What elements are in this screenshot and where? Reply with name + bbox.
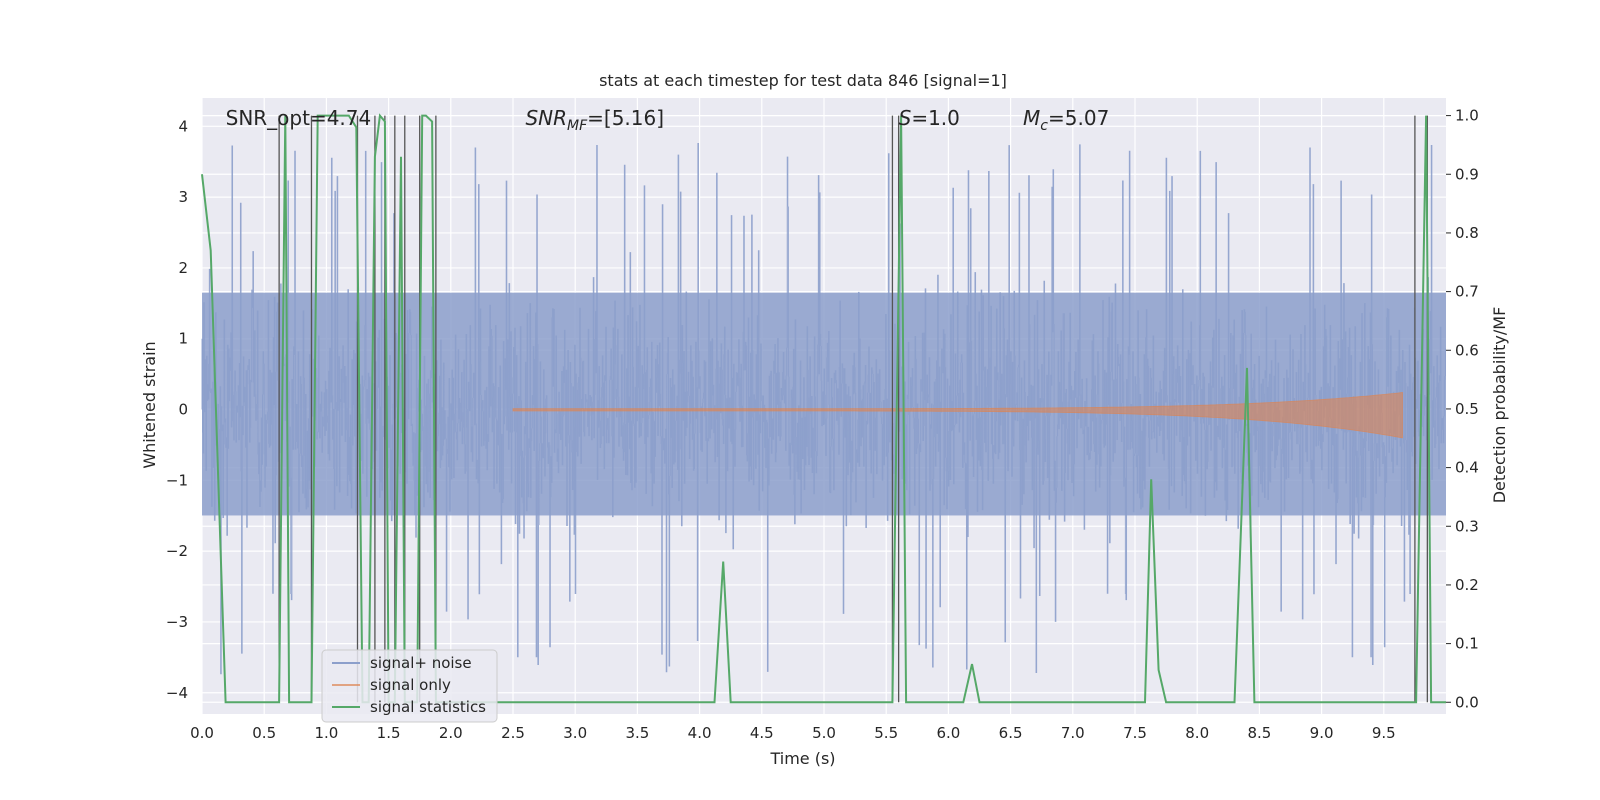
chart-title: stats at each timestep for test data 846… [599, 71, 1007, 90]
x-tick-label: 0.5 [252, 724, 276, 742]
y-left-tick-label: 0 [178, 401, 188, 419]
x-tick-label: 1.0 [314, 724, 338, 742]
y-right-tick-label: 0.6 [1455, 341, 1479, 359]
x-tick-label: 0.0 [190, 724, 214, 742]
legend-label-stats: signal statistics [370, 698, 486, 716]
x-tick-label: 1.5 [377, 724, 401, 742]
y-right-tick-label: 0.9 [1455, 165, 1479, 183]
x-tick-label: 3.0 [563, 724, 587, 742]
x-tick-label: 3.5 [625, 724, 649, 742]
x-tick-label: 4.0 [688, 724, 712, 742]
y-right-tick-label: 0.4 [1455, 459, 1479, 477]
trigger-marker-lines [278, 115, 1428, 703]
signal-only-series [512, 392, 1403, 439]
annotation-text: SNRMF=[5.16] [525, 106, 664, 134]
x-tick-label: 5.5 [874, 724, 898, 742]
y-left-tick-label: 1 [178, 330, 188, 348]
annotations: SNR_opt=4.74 SNRMF=[5.16] S=1.0 Mc=5.07 [226, 106, 1110, 134]
y-right-tick-label: 0.8 [1455, 224, 1479, 242]
y-right-tick-label: 0.7 [1455, 283, 1479, 301]
x-tick-label: 6.0 [936, 724, 960, 742]
x-tick-label: 4.5 [750, 724, 774, 742]
y-right-tick-label: 0.0 [1455, 693, 1479, 711]
legend: signal+ noise signal only signal statist… [321, 649, 498, 723]
y-right-tick-label: 0.3 [1455, 517, 1479, 535]
x-tick-label: 6.5 [999, 724, 1023, 742]
x-tick-label: 5.0 [812, 724, 836, 742]
legend-label-signal: signal only [370, 676, 451, 694]
x-tick-label: 9.0 [1310, 724, 1334, 742]
y-left-tick-label: −4 [166, 684, 188, 702]
legend-label-noise: signal+ noise [370, 654, 472, 672]
y-right-tick-label: 0.1 [1455, 635, 1479, 653]
x-tick-label: 2.5 [501, 724, 525, 742]
y-left-tick-label: 2 [178, 259, 188, 277]
annotation-text: S=1.0 [899, 106, 960, 130]
y-left-tick-label: 4 [178, 117, 188, 135]
x-tick-label: 9.5 [1372, 724, 1396, 742]
x-tick-label: 2.0 [439, 724, 463, 742]
x-tick-label: 8.5 [1247, 724, 1271, 742]
annotation-text: Mc=5.07 [1023, 106, 1109, 134]
y-right-tick-label: 0.2 [1455, 576, 1479, 594]
x-tick-label: 7.0 [1061, 724, 1085, 742]
x-axis-ticks: 0.0 0.5 1.0 1.5 2.0 2.5 3.0 3.5 4.0 4.5 5.0 5.5 6.0 6… [190, 724, 1396, 742]
y-axis-right-label: Detection probability/MF [1490, 307, 1509, 504]
x-tick-label: 8.0 [1185, 724, 1209, 742]
y-left-tick-label: 3 [178, 188, 188, 206]
y-right-tick-label: 1.0 [1455, 107, 1479, 125]
x-axis-label: Time (s) [769, 749, 835, 768]
y-axis-left-ticks: −4 −3 −2 −1 0 1 2 3 4 [166, 117, 188, 701]
x-tick-label: 7.5 [1123, 724, 1147, 742]
y-axis-right-ticks: 0.0 0.1 0.2 0.3 0.4 0.5 0.6 0.7 0.8 0.9 1.0 [1446, 107, 1479, 711]
y-right-tick-label: 0.5 [1455, 400, 1479, 418]
y-left-tick-label: −2 [166, 542, 188, 560]
annotation-text: SNR_opt=4.74 [226, 106, 372, 130]
legend-box [321, 649, 498, 723]
y-left-tick-label: −3 [166, 613, 188, 631]
y-left-tick-label: −1 [166, 471, 188, 489]
y-axis-left-label: Whitened strain [140, 341, 159, 468]
